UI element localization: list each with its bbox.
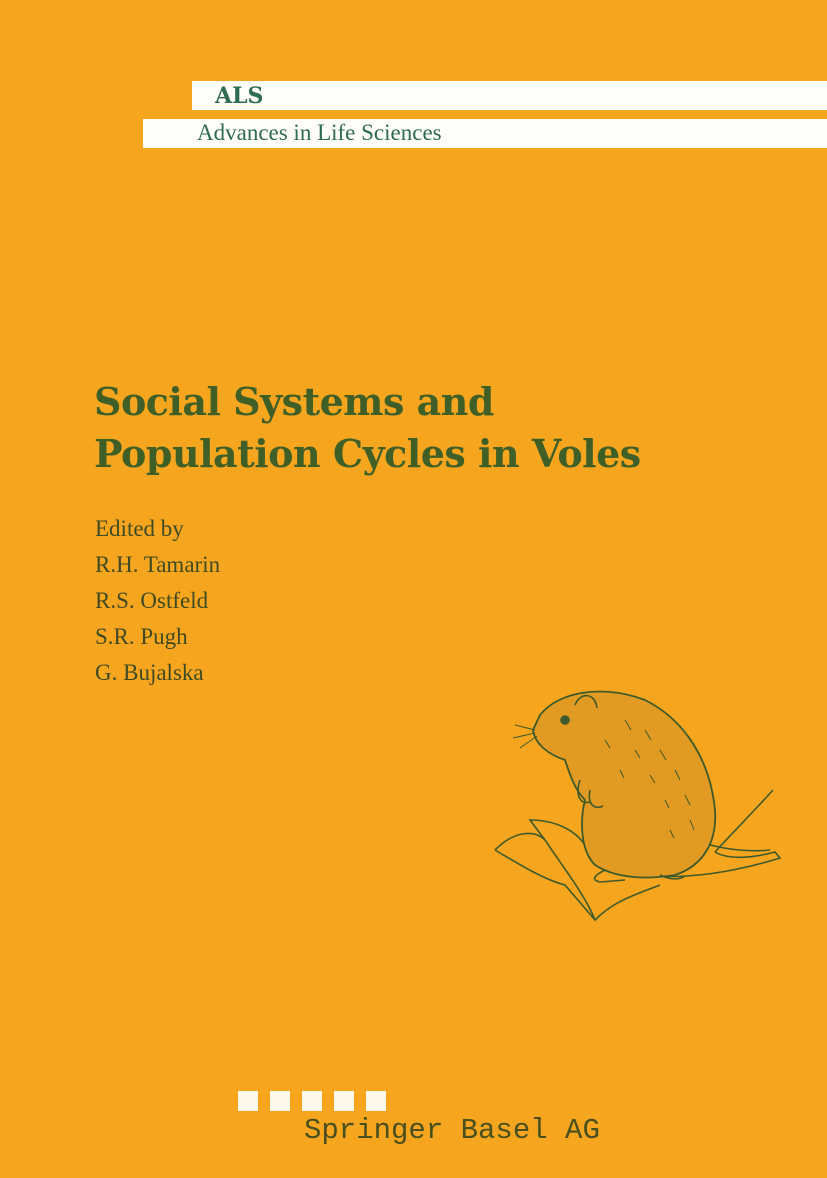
series-band-top bbox=[192, 81, 827, 110]
editors: Edited by R.H. Tamarin R.S. Ostfeld S.R.… bbox=[95, 511, 220, 691]
vole-paws bbox=[577, 779, 604, 809]
vole-ear bbox=[574, 694, 598, 709]
publisher-name: Springer Basel AG bbox=[304, 1114, 600, 1147]
vole-eye bbox=[560, 715, 570, 725]
publisher-logo-square bbox=[366, 1091, 386, 1111]
vole-feet bbox=[593, 869, 686, 883]
vole-illustration bbox=[494, 690, 782, 922]
vole-whiskers bbox=[512, 724, 538, 749]
series-name: Advances in Life Sciences bbox=[197, 120, 442, 145]
series-band-bottom bbox=[143, 119, 827, 148]
title-line-1: Social Systems and bbox=[94, 379, 494, 424]
publisher-logo-square bbox=[302, 1091, 322, 1111]
title-line-2: Population Cycles in Voles bbox=[94, 431, 641, 476]
edited-by-label: Edited by bbox=[95, 516, 184, 541]
book-title: Social Systems and Population Cycles in … bbox=[94, 376, 641, 480]
publisher-logo-square bbox=[334, 1091, 354, 1111]
publisher-logo-square bbox=[270, 1091, 290, 1111]
editor-name: G. Bujalska bbox=[95, 660, 204, 685]
editor-name: R.S. Ostfeld bbox=[95, 588, 209, 613]
leaf-stem bbox=[714, 789, 774, 853]
vole-body bbox=[532, 690, 717, 879]
fur-hatching bbox=[604, 719, 695, 839]
publisher-logo-square bbox=[238, 1091, 258, 1111]
editor-name: R.H. Tamarin bbox=[95, 552, 221, 577]
editor-name: S.R. Pugh bbox=[95, 624, 188, 649]
series-abbreviation: ALS bbox=[215, 83, 264, 109]
vole-tail bbox=[709, 844, 771, 852]
